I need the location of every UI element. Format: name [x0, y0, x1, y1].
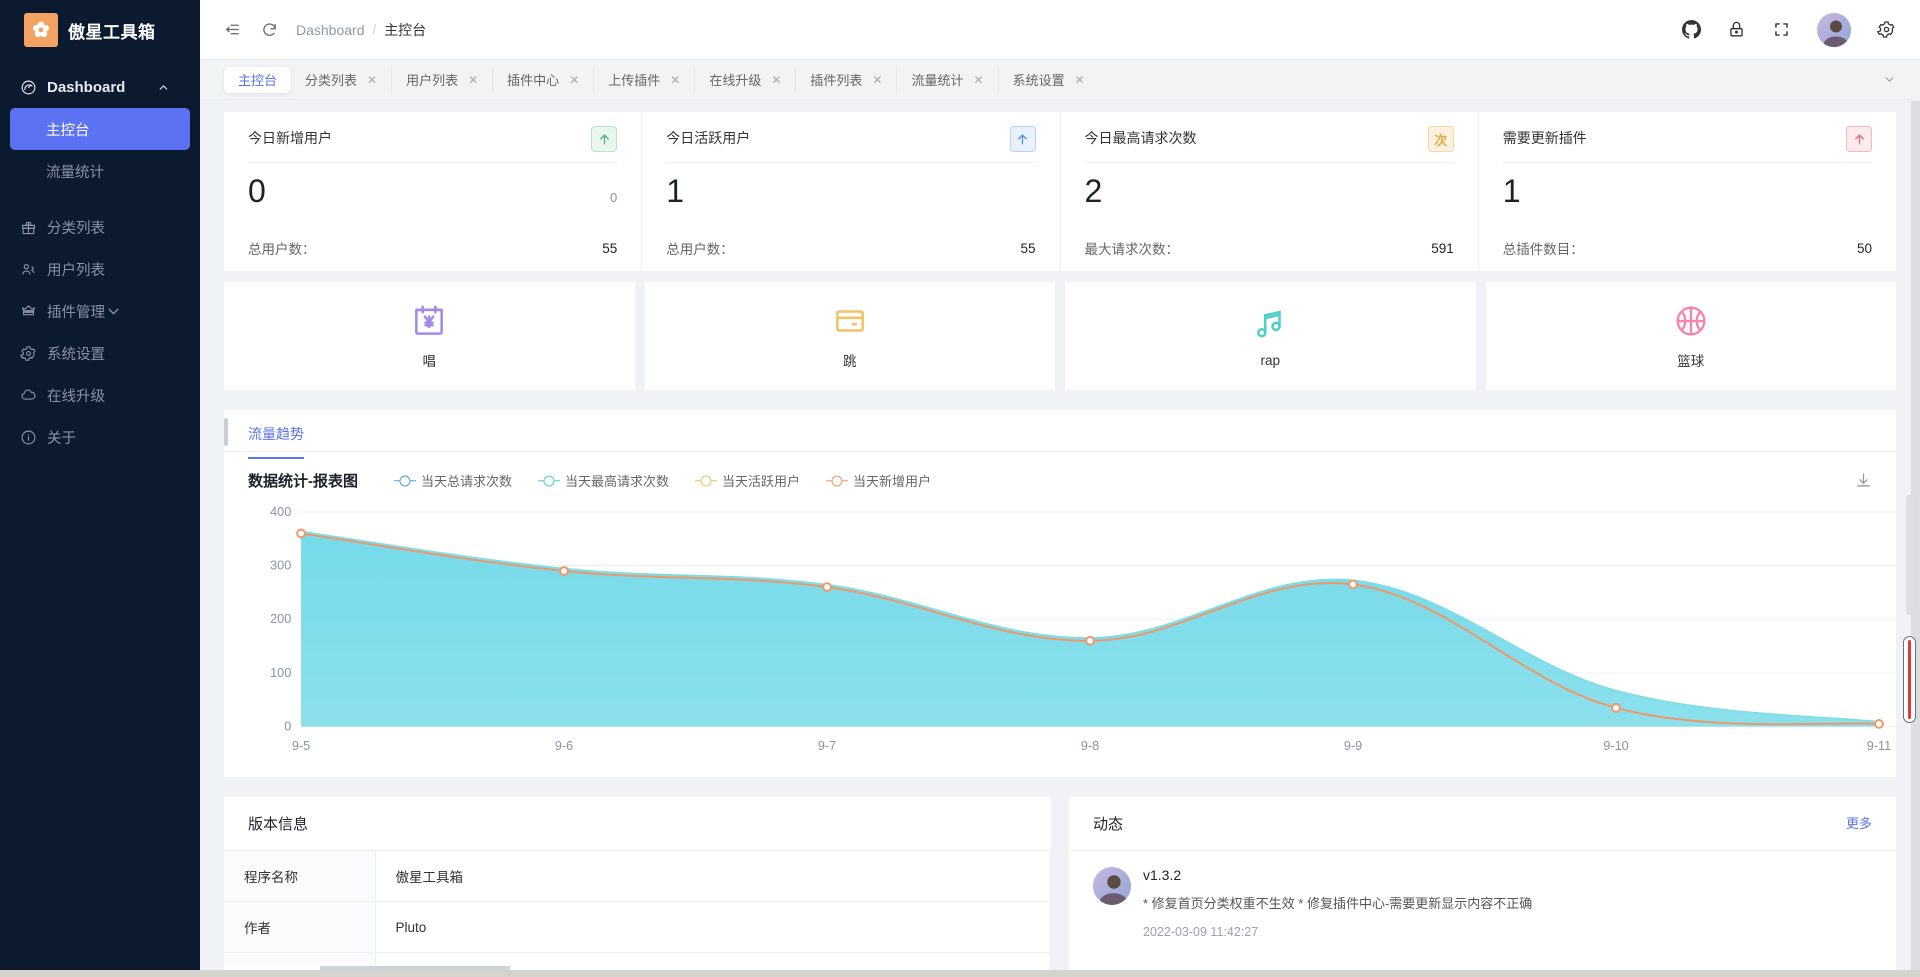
svg-text:9-11: 9-11	[1867, 739, 1891, 753]
svg-text:300: 300	[270, 559, 291, 573]
svg-text:9-6: 9-6	[555, 739, 573, 753]
svg-text:9-10: 9-10	[1603, 739, 1628, 753]
svg-text:9-9: 9-9	[1344, 739, 1362, 753]
svg-text:400: 400	[270, 505, 291, 519]
svg-text:0: 0	[284, 720, 291, 734]
svg-text:9-7: 9-7	[818, 739, 836, 753]
svg-text:200: 200	[270, 612, 291, 626]
svg-text:9-8: 9-8	[1081, 739, 1099, 753]
svg-text:9-5: 9-5	[292, 739, 310, 753]
svg-text:100: 100	[270, 666, 291, 680]
